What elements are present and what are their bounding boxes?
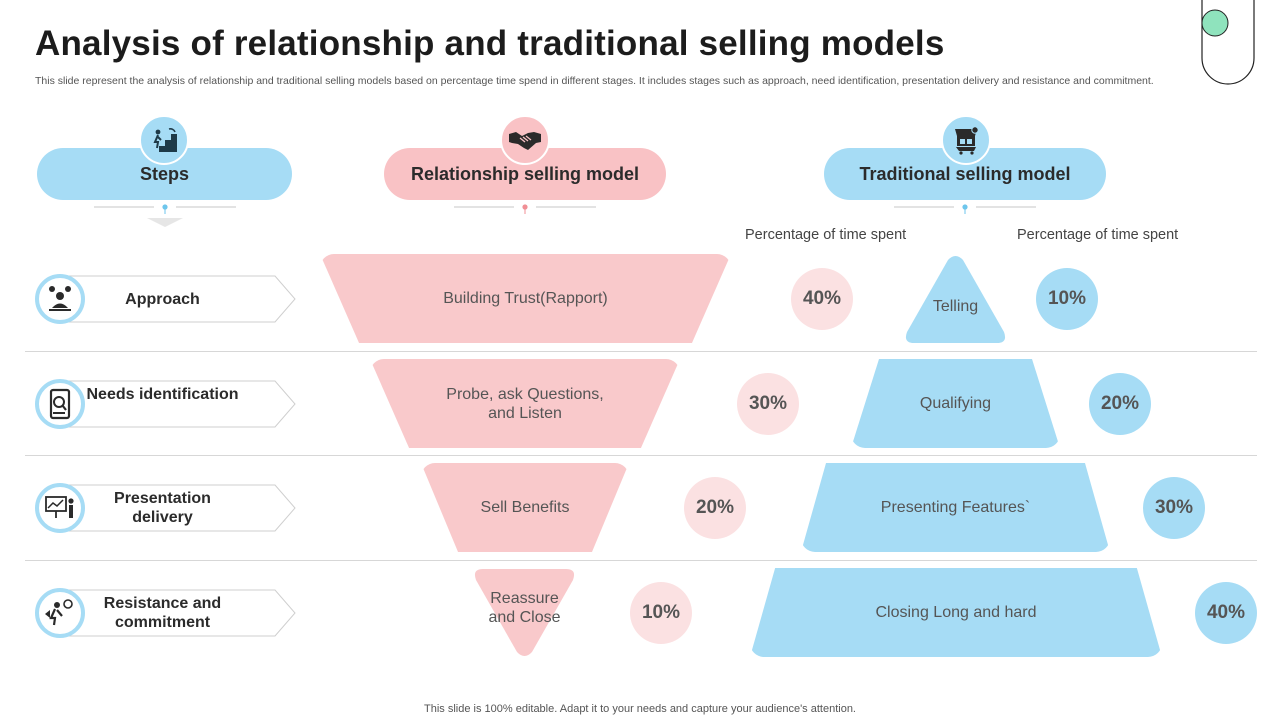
relationship-header-label: Relationship selling model xyxy=(410,163,640,184)
traditional-pct-approach: 10% xyxy=(1036,268,1098,330)
relationship-shape-presentation: Sell Benefits xyxy=(421,463,629,552)
row-separator xyxy=(25,351,1257,352)
step-label-approach: Approach xyxy=(125,291,200,308)
steps-header-label: Steps xyxy=(139,163,190,184)
stairs-icon xyxy=(139,115,189,165)
meeting-icon xyxy=(35,274,85,324)
traditional-text-approach: Telling xyxy=(932,297,979,315)
relationship-text-presentation: Sell Benefits xyxy=(480,499,570,516)
traditional-header-label: Traditional selling model xyxy=(859,163,1071,184)
step-arrow-shape xyxy=(59,275,296,323)
steps-divider xyxy=(94,204,236,227)
page-subtitle: This slide represent the analysis of rel… xyxy=(35,75,1154,87)
traditional-shape-resistance: Closing Long and hard xyxy=(750,568,1162,657)
step-arrow-shape xyxy=(59,589,296,637)
relationship-shape-resistance xyxy=(474,569,575,656)
footer-note: This slide is 100% editable. Adapt it to… xyxy=(424,703,856,715)
relationship-pct-resistance: 10% xyxy=(630,582,692,644)
relationship-shape-approach: Building Trust(Rapport) xyxy=(320,254,731,343)
relationship-pct-presentation: 20% xyxy=(684,477,746,539)
traditional-divider xyxy=(894,204,1036,214)
relationship-pct-header: Percentage of time spent xyxy=(745,227,907,243)
traditional-pct-resistance: 40% xyxy=(1195,582,1257,644)
relationship-pct-approach: 40% xyxy=(791,268,853,330)
relationship-divider xyxy=(454,204,596,214)
traditional-pct-presentation: 30% xyxy=(1143,477,1205,539)
step-arrow-shape xyxy=(59,484,296,532)
presentation-icon xyxy=(35,483,85,533)
relationship-text-approach: Building Trust(Rapport) xyxy=(443,290,608,307)
phone-search-icon xyxy=(35,379,85,429)
relationship-text-needs: Probe, ask Questions, and Listen xyxy=(446,385,604,422)
relationship-pct-needs: 30% xyxy=(737,373,799,435)
relationship-text-resistance: Reassure and Close xyxy=(488,590,561,626)
traditional-pct-needs: 20% xyxy=(1089,373,1151,435)
traditional-shape-needs: Qualifying xyxy=(851,359,1060,448)
commitment-icon xyxy=(35,588,85,638)
traditional-shape-presentation: Presenting Features` xyxy=(801,463,1110,552)
traditional-shape-approach xyxy=(905,256,1006,343)
traditional-pct-header: Percentage of time spent xyxy=(1017,227,1179,243)
traditional-text-presentation: Presenting Features` xyxy=(880,499,1031,516)
traditional-text-resistance: Closing Long and hard xyxy=(875,604,1037,621)
step-label-resistance: Resistance and commitment xyxy=(103,595,222,631)
corner-decoration xyxy=(1201,0,1255,85)
traditional-text-needs: Qualifying xyxy=(919,395,992,412)
step-arrow-shape xyxy=(59,380,296,428)
step-label-presentation: Presentation delivery xyxy=(114,490,211,526)
relationship-shape-needs: Probe, ask Questions, and Listen xyxy=(370,359,680,448)
page-title: Analysis of relationship and traditional… xyxy=(35,24,945,63)
step-label-needs: Needs identification xyxy=(86,386,239,403)
store-cart-icon xyxy=(941,115,991,165)
row-separator xyxy=(25,455,1257,456)
row-separator xyxy=(25,560,1257,561)
handshake-icon xyxy=(500,115,550,165)
